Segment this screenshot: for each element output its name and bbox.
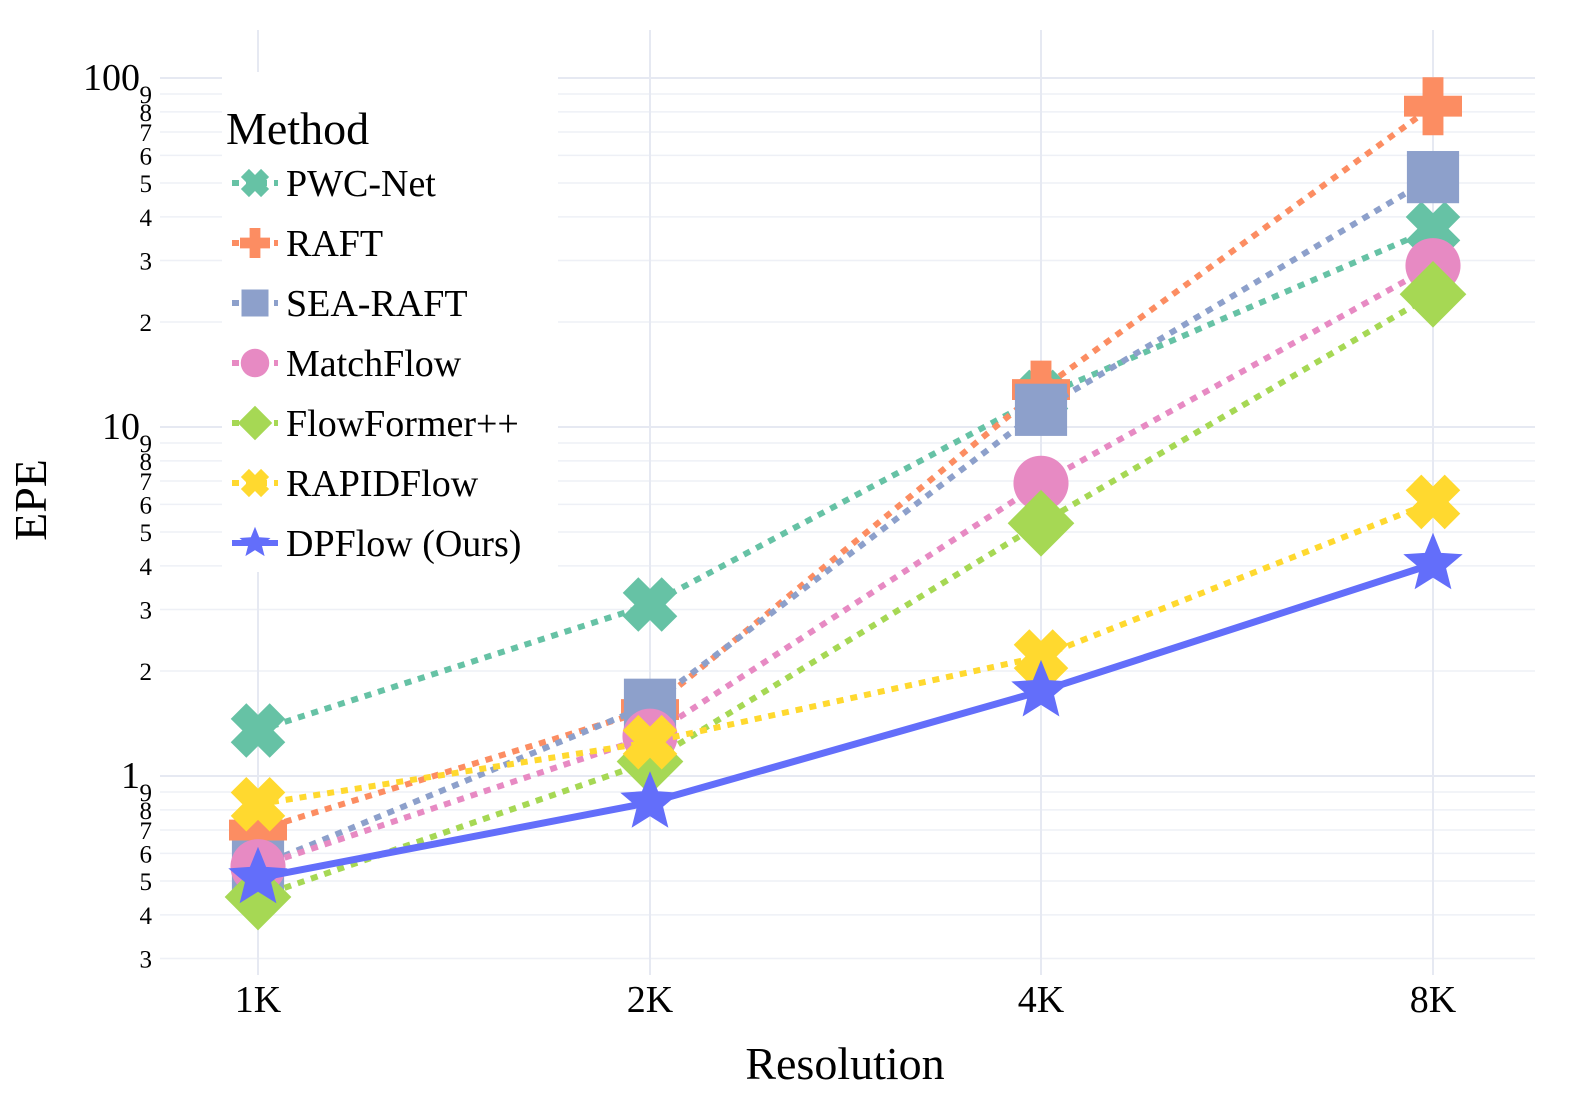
y-tick-label-minor: 2	[140, 310, 153, 337]
y-tick-label-minor: 8	[140, 449, 153, 476]
data-point	[1013, 455, 1069, 511]
series-layer	[224, 77, 1467, 931]
series-line	[256, 174, 1435, 870]
legend-label: PWC-Net	[286, 163, 436, 205]
x-tick-label: 1K	[235, 979, 282, 1021]
series-line	[257, 103, 1435, 833]
legend-label: FlowFormer++	[286, 403, 519, 445]
data-point	[228, 846, 288, 904]
data-point	[620, 771, 680, 828]
x-tick-label: 2K	[627, 979, 674, 1021]
data-point	[1405, 474, 1461, 530]
x-tick-label: 4K	[1018, 979, 1065, 1021]
y-tick-label-minor: 6	[140, 841, 153, 868]
series-line	[257, 225, 1435, 734]
y-tick-label-minor: 7	[140, 120, 153, 147]
legend-label: SEA-RAFT	[286, 283, 468, 325]
series-dpflow-ours-	[228, 532, 1463, 904]
legend-marker	[239, 526, 271, 557]
legend-label: MatchFlow	[286, 343, 462, 385]
data-point	[230, 776, 286, 832]
legend: Method PWC-Net RAFT SEA-RAFT MatchFlow FlowFo…	[222, 72, 558, 572]
y-tick-label-minor: 3	[140, 946, 153, 973]
legend-label: DPFlow (Ours)	[286, 523, 521, 565]
legend-item[interactable]: SEA-RAFT	[232, 283, 468, 325]
y-tick-label-major: 1	[121, 755, 140, 797]
data-point	[1399, 260, 1467, 328]
y-tick-label-minor: 8	[140, 100, 153, 127]
y-tick-label-minor: 9	[140, 82, 153, 109]
data-point	[1013, 629, 1069, 684]
legend-marker	[240, 168, 270, 198]
legend-item[interactable]: RAFT	[232, 223, 383, 265]
legend-marker	[240, 228, 270, 258]
y-tick-label-minor: 5	[140, 869, 153, 896]
y-axis-title: EPE	[5, 459, 56, 541]
y-tick-label-minor: 2	[140, 659, 153, 686]
y-tick-label-minor: 4	[140, 903, 153, 930]
y-tick-label-minor: 3	[140, 597, 153, 624]
data-point	[1007, 489, 1075, 557]
legend-marker	[240, 348, 270, 378]
y-tick-label-minor: 7	[140, 469, 153, 496]
series-rapidflow	[230, 474, 1461, 832]
legend-background	[222, 72, 558, 572]
data-point	[1011, 659, 1071, 717]
legend-label: RAPIDFlow	[286, 463, 479, 505]
legend-marker	[240, 468, 270, 498]
data-point	[1406, 151, 1460, 204]
data-point	[622, 577, 678, 632]
y-tick-label-minor: 7	[140, 818, 153, 845]
y-tick-label-major: 100	[83, 57, 140, 99]
data-point	[1404, 77, 1462, 136]
y-tick-label-minor: 5	[140, 520, 153, 547]
data-point	[1403, 532, 1463, 590]
legend-item[interactable]: RAPIDFlow	[232, 463, 479, 505]
legend-item[interactable]: FlowFormer++	[232, 403, 519, 445]
y-tick-label-minor: 9	[140, 431, 153, 458]
data-point	[622, 714, 678, 770]
series-line	[257, 263, 1435, 870]
series-line	[257, 499, 1435, 808]
data-point	[230, 703, 286, 758]
data-point	[224, 863, 292, 931]
legend-label: RAFT	[286, 223, 383, 265]
y-tick-label-minor: 4	[140, 554, 153, 581]
series-line	[257, 560, 1435, 882]
y-tick-label-minor: 9	[140, 780, 153, 807]
y-tick-label-major: 10	[102, 406, 140, 448]
y-tick-label-minor: 6	[140, 143, 153, 170]
legend-item[interactable]: MatchFlow	[232, 343, 462, 385]
y-tick-label-minor: 4	[140, 205, 153, 232]
x-axis-title: Resolution	[745, 1038, 944, 1089]
y-tick-label-minor: 6	[140, 492, 153, 519]
y-tick-label-minor: 3	[140, 248, 153, 275]
grid	[160, 30, 1535, 975]
legend-title: Method	[226, 103, 369, 154]
legend-item[interactable]: DPFlow (Ours)	[232, 523, 521, 565]
data-point	[1014, 383, 1068, 436]
legend-marker	[241, 289, 269, 317]
legend-marker	[237, 405, 273, 441]
y-tick-label-minor: 5	[140, 171, 153, 198]
legend-item[interactable]: PWC-Net	[232, 163, 436, 205]
y-tick-label-minor: 8	[140, 798, 153, 825]
x-tick-label: 8K	[1410, 979, 1457, 1021]
data-point	[229, 801, 287, 860]
